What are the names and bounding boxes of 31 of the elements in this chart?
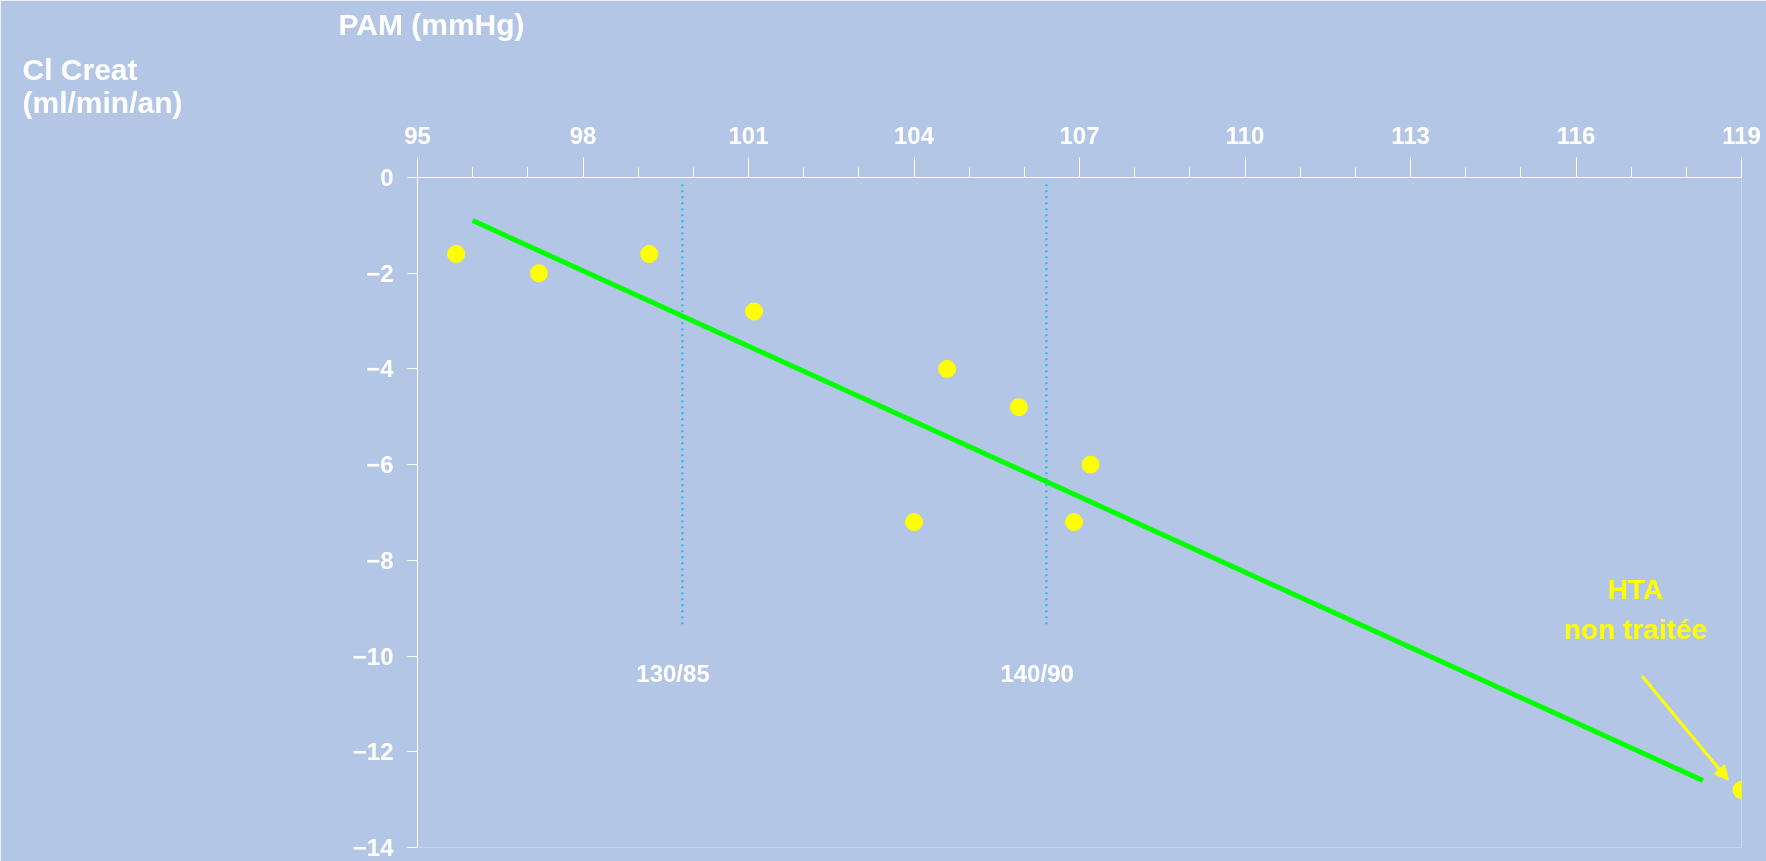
y-tick-label: −6 (366, 451, 394, 479)
x-tick-label: 113 (1391, 121, 1430, 149)
y-tick-label: −12 (352, 738, 394, 766)
y-tick-label: −4 (366, 355, 395, 383)
y-tick-label: −8 (366, 546, 394, 574)
annotation: 140/90 (1000, 659, 1074, 687)
y-tick-label: −14 (352, 834, 395, 861)
point (905, 513, 923, 532)
point (1009, 398, 1028, 417)
x-tick-label: 104 (893, 121, 935, 149)
point (447, 245, 466, 264)
x-tick-label: 110 (1225, 121, 1265, 149)
x-tick-label: 116 (1556, 121, 1596, 149)
annotation: HTA non traitée (1564, 573, 1708, 645)
point (640, 245, 659, 264)
x-tick-label: 107 (1059, 121, 1100, 149)
y-tick-label: −2 (366, 259, 394, 287)
x-tick-label: 95 (404, 121, 431, 149)
y-tick-label: 0 (380, 164, 394, 191)
y-tick-label: −10 (352, 642, 394, 670)
x-tick-label: 98 (569, 121, 597, 149)
point (1081, 455, 1100, 474)
point (1064, 513, 1083, 532)
text: Cl Creat (ml/min/an) (22, 52, 183, 119)
point (529, 264, 548, 283)
point (745, 302, 764, 321)
x-tick-label: 119 (1722, 121, 1761, 149)
x-axis-title: PAM (mmHg) (338, 7, 525, 41)
x-tick-label: 101 (728, 121, 769, 149)
annotation: 130/85 (636, 659, 710, 687)
point (938, 359, 957, 378)
